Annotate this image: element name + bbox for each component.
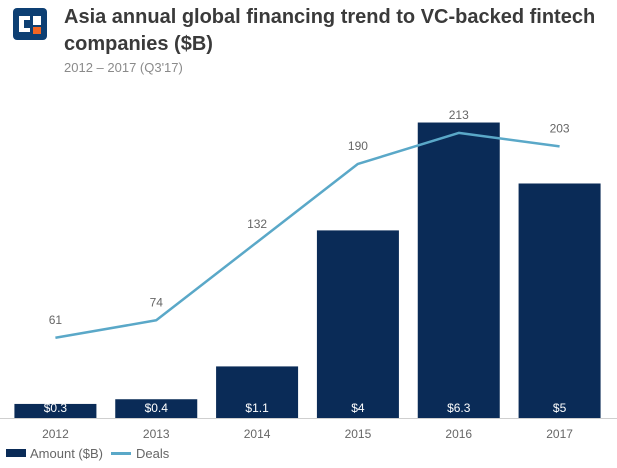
legend-item-deals: Deals bbox=[110, 445, 170, 461]
deals-series-line bbox=[55, 131, 560, 340]
brand-logo bbox=[13, 8, 47, 40]
bar-value-label: $1.1 bbox=[245, 401, 269, 415]
x-tick-label: 2016 bbox=[445, 427, 472, 441]
bar-value-label: $4 bbox=[351, 401, 365, 415]
x-tick-label: 2012 bbox=[42, 427, 69, 441]
bar-value-label: $0.3 bbox=[44, 401, 68, 415]
deals-data-label: 74 bbox=[150, 295, 164, 309]
legend: Amount ($B) Deals bbox=[6, 444, 177, 462]
x-tick-label: 2014 bbox=[244, 427, 271, 441]
deals-data-label: 190 bbox=[348, 139, 368, 153]
bar-value-label: $6.3 bbox=[447, 401, 471, 415]
legend-item-amount: Amount ($B) bbox=[6, 446, 103, 461]
deals-data-label: 132 bbox=[247, 217, 267, 231]
bar-value-label: $0.4 bbox=[145, 401, 169, 415]
x-tick-label: 2015 bbox=[345, 427, 372, 441]
x-tick-label: 2013 bbox=[143, 427, 170, 441]
bar bbox=[14, 403, 97, 418]
chart-subtitle: 2012 – 2017 (Q3'17) bbox=[64, 60, 183, 75]
legend-label-deals: Deals bbox=[135, 445, 170, 461]
legend-label-amount: Amount ($B) bbox=[30, 445, 103, 461]
bar bbox=[115, 399, 198, 418]
deals-data-label: 203 bbox=[550, 121, 570, 135]
chart-title: Asia annual global financing trend to VC… bbox=[64, 6, 596, 55]
deals-data-label: 213 bbox=[449, 108, 469, 122]
legend-swatch-line bbox=[110, 451, 131, 455]
x-tick-label: 2017 bbox=[546, 427, 573, 441]
bar bbox=[216, 366, 299, 418]
bar bbox=[518, 183, 601, 418]
legend-swatch-bar bbox=[6, 449, 26, 457]
bar bbox=[417, 122, 500, 419]
bar bbox=[316, 230, 399, 418]
bar-value-label: $5 bbox=[553, 401, 567, 415]
deals-data-label: 61 bbox=[49, 313, 63, 327]
